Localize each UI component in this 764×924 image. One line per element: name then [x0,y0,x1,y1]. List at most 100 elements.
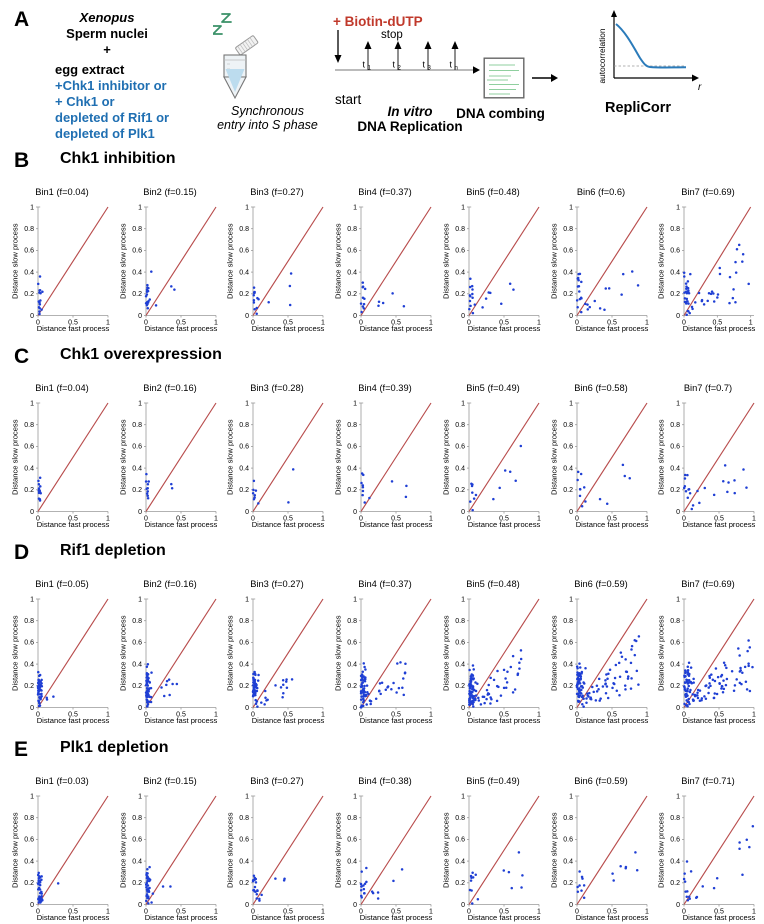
svg-text:1: 1 [368,66,372,72]
svg-text:0.2: 0.2 [671,683,681,690]
svg-text:Distance slow process: Distance slow process [549,223,558,299]
svg-text:Bin2 (f=0.15): Bin2 (f=0.15) [143,187,197,197]
svg-text:0.4: 0.4 [132,465,142,472]
svg-text:0.4: 0.4 [24,662,34,669]
svg-text:0.2: 0.2 [132,291,142,298]
svg-text:0.4: 0.4 [240,269,250,276]
svg-text:0: 0 [461,312,465,319]
svg-text:1: 1 [353,793,357,800]
svg-text:0.2: 0.2 [455,880,465,887]
svg-text:0: 0 [30,901,34,908]
svg-text:0.6: 0.6 [563,444,573,451]
svg-text:r: r [698,82,702,93]
svg-text:Distance fast process: Distance fast process [468,716,541,725]
svg-text:Distance fast process: Distance fast process [575,913,648,922]
svg-text:0.6: 0.6 [347,247,357,254]
svg-text:Bin3 (f=0.27): Bin3 (f=0.27) [251,776,305,786]
svg-text:0: 0 [569,705,573,712]
svg-text:0.8: 0.8 [132,815,142,822]
svg-text:0.8: 0.8 [455,422,465,429]
svg-text:0.4: 0.4 [132,858,142,865]
svg-text:Distance slow process: Distance slow process [226,223,235,299]
svg-text:1: 1 [138,793,142,800]
svg-text:Distance fast process: Distance fast process [468,913,541,922]
svg-text:0.2: 0.2 [347,880,357,887]
svg-text:Bin4 (f=0.38): Bin4 (f=0.38) [358,776,412,786]
svg-text:Distance fast process: Distance fast process [252,913,325,922]
svg-text:0.4: 0.4 [347,858,357,865]
svg-text:0.6: 0.6 [671,444,681,451]
svg-text:0.4: 0.4 [563,662,573,669]
svg-text:0.6: 0.6 [563,247,573,254]
svg-text:1: 1 [676,793,680,800]
svg-text:1: 1 [569,793,573,800]
svg-text:0.6: 0.6 [347,444,357,451]
svg-text:Bin5 (f=0.49): Bin5 (f=0.49) [466,383,520,393]
svg-text:0: 0 [676,705,680,712]
svg-text:Distance fast process: Distance fast process [37,913,110,922]
svg-text:Bin5 (f=0.48): Bin5 (f=0.48) [466,187,520,197]
svg-text:0.4: 0.4 [455,465,465,472]
svg-text:1: 1 [569,596,573,603]
svg-text:Bin5 (f=0.49): Bin5 (f=0.49) [466,776,520,786]
svg-text:0: 0 [245,509,249,516]
svg-text:Distance fast process: Distance fast process [37,324,110,333]
svg-text:t: t [423,60,426,70]
svg-text:0: 0 [569,509,573,516]
svg-text:0.2: 0.2 [347,291,357,298]
svg-text:0.4: 0.4 [347,269,357,276]
svg-text:Distance fast process: Distance fast process [144,716,217,725]
svg-text:0.8: 0.8 [240,618,250,625]
svg-text:0.6: 0.6 [563,640,573,647]
svg-text:t: t [450,60,453,70]
svg-text:0.2: 0.2 [455,291,465,298]
svg-text:0.6: 0.6 [24,247,34,254]
svg-text:1: 1 [245,400,249,407]
svg-text:0.2: 0.2 [455,683,465,690]
svg-text:0: 0 [676,509,680,516]
svg-text:Distance slow process: Distance slow process [657,615,666,691]
svg-text:stop: stop [381,29,403,41]
svg-text:0.6: 0.6 [347,640,357,647]
svg-text:Distance fast process: Distance fast process [683,324,756,333]
svg-text:Distance slow process: Distance slow process [657,223,666,299]
svg-text:Distance fast process: Distance fast process [144,520,217,529]
svg-text:Bin2 (f=0.16): Bin2 (f=0.16) [143,383,197,393]
svg-text:0.2: 0.2 [24,487,34,494]
svg-text:0.6: 0.6 [24,836,34,843]
svg-text:Distance slow process: Distance slow process [657,812,666,888]
svg-text:0: 0 [353,312,357,319]
svg-text:0.2: 0.2 [563,880,573,887]
svg-text:0.8: 0.8 [563,226,573,233]
svg-text:Distance fast process: Distance fast process [252,716,325,725]
svg-text:Distance fast process: Distance fast process [144,324,217,333]
svg-text:0.4: 0.4 [671,858,681,865]
svg-text:0.6: 0.6 [132,247,142,254]
svg-text:0.8: 0.8 [240,815,250,822]
svg-text:0: 0 [461,705,465,712]
svg-text:t: t [393,60,396,70]
svg-text:1: 1 [676,596,680,603]
svg-text:Bin4 (f=0.37): Bin4 (f=0.37) [358,187,412,197]
svg-text:1: 1 [245,204,249,211]
svg-text:0.8: 0.8 [240,422,250,429]
svg-text:0.8: 0.8 [455,815,465,822]
svg-text:0.4: 0.4 [132,269,142,276]
svg-text:Distance slow process: Distance slow process [226,419,235,495]
svg-text:0.4: 0.4 [24,858,34,865]
svg-text:Distance slow process: Distance slow process [549,615,558,691]
svg-text:Bin2 (f=0.16): Bin2 (f=0.16) [143,579,197,589]
svg-text:0.2: 0.2 [347,487,357,494]
svg-text:0: 0 [461,509,465,516]
svg-text:0.8: 0.8 [671,226,681,233]
svg-text:0.4: 0.4 [347,662,357,669]
svg-text:Bin6 (f=0.59): Bin6 (f=0.59) [574,776,628,786]
svg-text:0.2: 0.2 [132,683,142,690]
svg-text:1: 1 [353,204,357,211]
svg-text:0.8: 0.8 [347,815,357,822]
svg-text:Distance fast process: Distance fast process [468,520,541,529]
svg-text:0: 0 [353,509,357,516]
svg-text:0.2: 0.2 [347,683,357,690]
svg-text:Distance fast process: Distance fast process [360,520,433,529]
svg-text:0: 0 [353,705,357,712]
